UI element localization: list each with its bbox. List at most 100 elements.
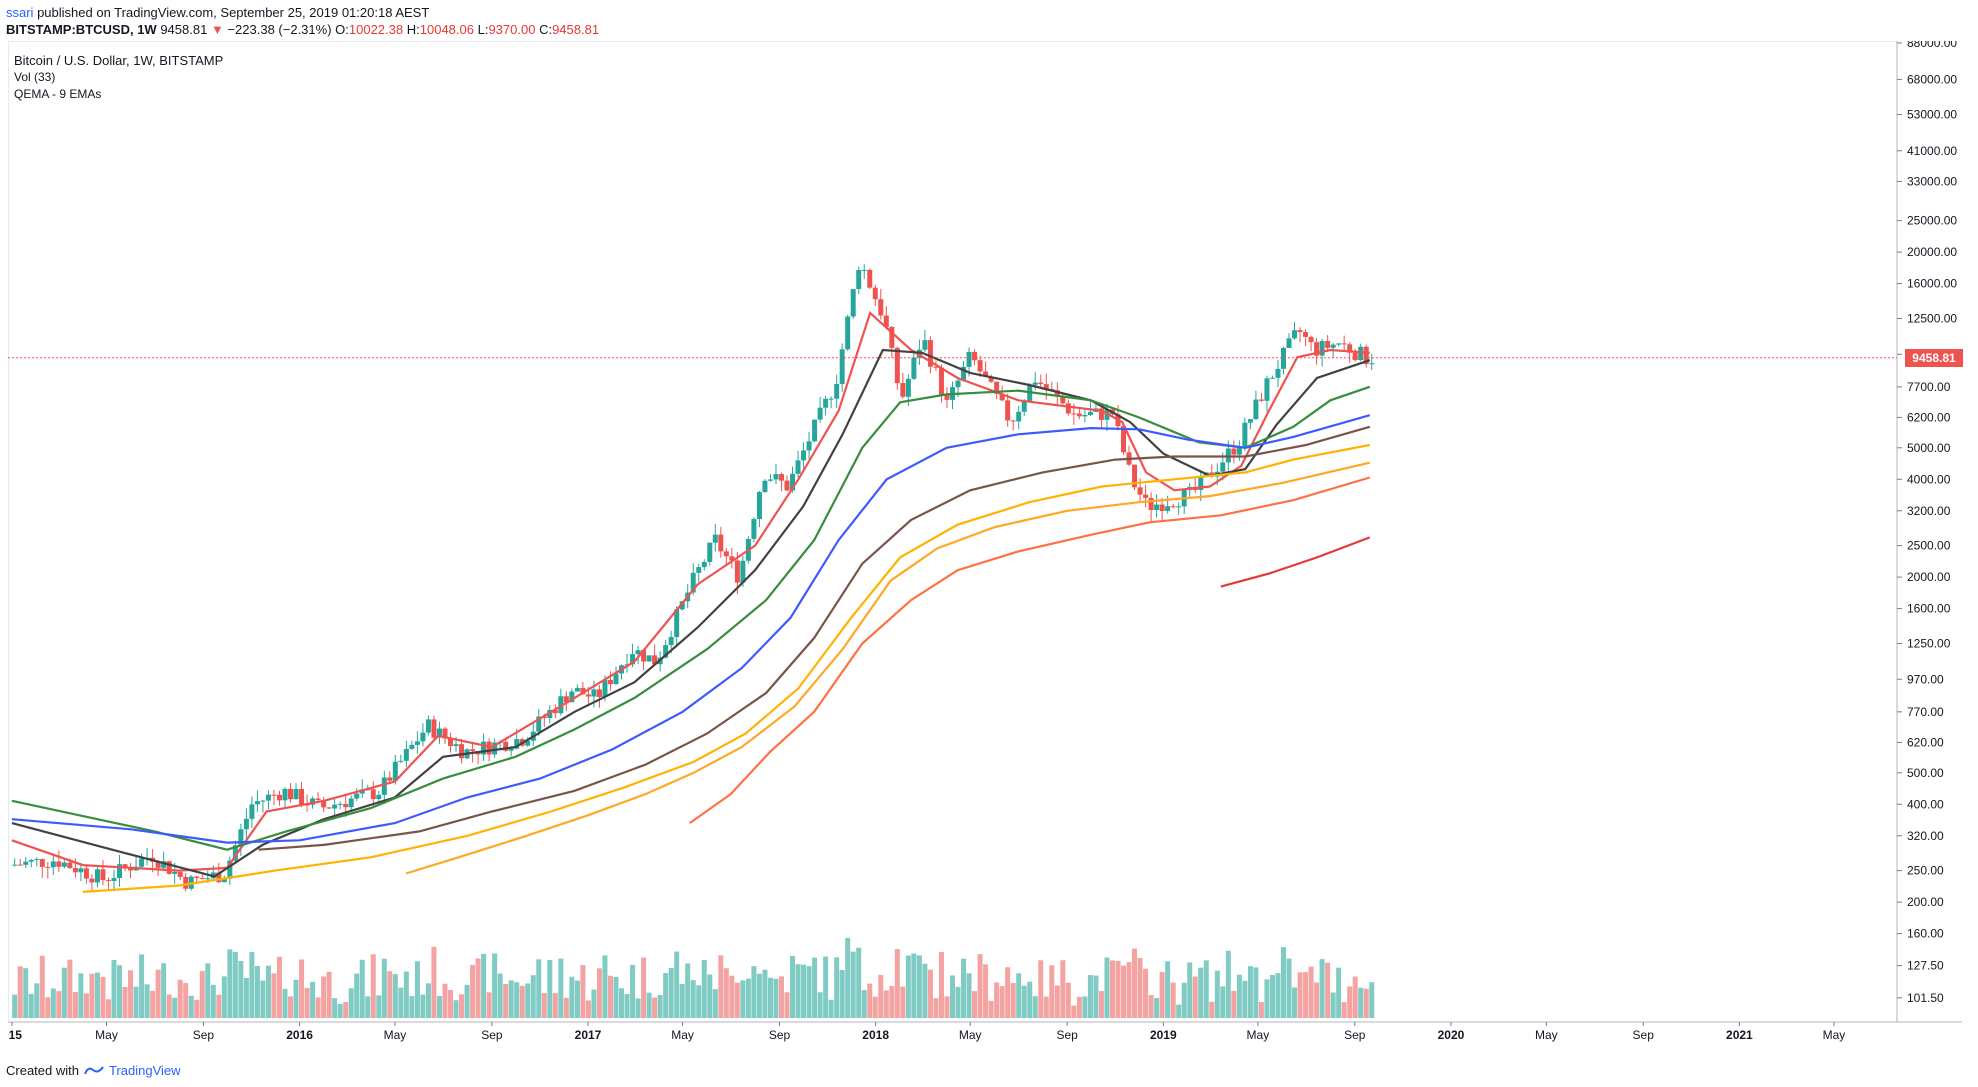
candle-body — [1352, 352, 1358, 361]
volume-bar — [1275, 973, 1281, 1018]
volume-bar — [580, 965, 586, 1018]
x-tick-label: 2017 — [575, 1028, 602, 1042]
ema-line — [82, 443, 1371, 893]
candle-body — [34, 859, 40, 861]
ema-line — [689, 476, 1371, 824]
volume-bar — [734, 982, 740, 1018]
candle-body — [641, 650, 647, 662]
volume-bar — [872, 996, 878, 1018]
volume-bar — [155, 969, 161, 1018]
candle-body — [398, 760, 404, 762]
volume-bar — [260, 980, 266, 1018]
volume-bar — [630, 964, 636, 1018]
candle-body — [845, 316, 851, 350]
x-tick-label: May — [1535, 1028, 1558, 1042]
volume-bar — [619, 988, 625, 1018]
candle-body — [1154, 504, 1160, 510]
symbol-label[interactable]: BITSTAMP:BTCUSD, 1W — [6, 22, 157, 37]
candle-body — [1043, 384, 1049, 390]
volume-bar — [503, 984, 509, 1018]
candle-body — [591, 689, 597, 697]
candle-body — [1292, 330, 1298, 339]
candle-body — [392, 761, 398, 781]
volume-bar — [1192, 976, 1198, 1018]
volume-bar — [944, 996, 950, 1018]
volume-bar — [387, 971, 393, 1018]
volume-bar — [569, 976, 575, 1018]
volume-bar — [1071, 1005, 1077, 1018]
candle-body — [1264, 378, 1270, 401]
volume-bar — [139, 954, 145, 1018]
tradingview-brand[interactable]: TradingView — [108, 1063, 181, 1078]
candle-body — [238, 829, 244, 846]
volume-bar — [1247, 966, 1253, 1018]
volume-bar — [707, 974, 713, 1018]
candle-body — [922, 340, 928, 350]
volume-bar — [652, 997, 658, 1018]
y-tick-label: 16000.00 — [1907, 277, 1957, 291]
volume-bar — [624, 994, 630, 1018]
volume-bar — [525, 983, 531, 1018]
candle-body — [403, 748, 409, 761]
last-price: 9458.81 — [160, 22, 208, 37]
x-tick-label: 2016 — [286, 1028, 313, 1042]
volume-bar — [1352, 976, 1358, 1018]
legend-volume[interactable]: Vol (33) — [14, 70, 56, 84]
candle-body — [690, 572, 696, 593]
candle-body — [420, 732, 426, 742]
candle-body — [983, 371, 989, 377]
volume-bar — [1154, 998, 1160, 1018]
volume-bar — [1319, 959, 1325, 1018]
volume-bar — [348, 988, 354, 1018]
candle-body — [696, 567, 702, 573]
y-tick-label: 5000.00 — [1907, 441, 1951, 455]
candle-body — [723, 551, 729, 557]
candle-body — [850, 289, 856, 317]
volume-bar — [359, 959, 365, 1018]
legend-title[interactable]: Bitcoin / U.S. Dollar, 1W, BITSTAMP — [14, 53, 224, 68]
volume-bar — [448, 989, 454, 1018]
volume-bar — [150, 990, 156, 1018]
candle-body — [1076, 413, 1082, 417]
volume-bar — [1330, 992, 1336, 1018]
volume-bar — [1087, 975, 1093, 1018]
volume-bar — [905, 955, 911, 1018]
volume-bar — [999, 986, 1005, 1018]
candle-body — [111, 878, 117, 881]
legend-qema[interactable]: QEMA - 9 EMAs — [14, 87, 102, 101]
high-label: H: — [406, 22, 420, 37]
candle-body — [354, 793, 360, 799]
volume-bar — [806, 966, 812, 1018]
x-tick-label: Sep — [481, 1028, 503, 1042]
candle-body — [938, 367, 944, 396]
candle-body — [955, 380, 961, 388]
candle-body — [1325, 340, 1331, 348]
volume-bar — [596, 968, 602, 1018]
volume-bar — [481, 953, 487, 1018]
volume-bar — [254, 965, 260, 1018]
candle-body — [481, 741, 487, 755]
volume-bar — [431, 946, 437, 1018]
volume-bar — [729, 975, 735, 1018]
publisher-username[interactable]: ssari — [6, 5, 34, 20]
volume-bar — [1198, 967, 1204, 1018]
candle-body — [414, 741, 420, 745]
candle-body — [872, 287, 878, 300]
symbol-info-line: BITSTAMP:BTCUSD, 1W 9458.81 ▼ −223.38 (−… — [6, 22, 599, 38]
price-chart[interactable]: 88000.00 68000.00 53000.00 41000.00 33000.00… — [8, 41, 1970, 1051]
volume-bar — [784, 992, 790, 1018]
volume-bar — [1225, 950, 1231, 1018]
volume-bar — [1303, 972, 1309, 1018]
volume-bar — [514, 982, 520, 1018]
y-tick-label: 160.00 — [1907, 927, 1944, 941]
volume-bar — [216, 994, 222, 1018]
volume-bar — [718, 955, 724, 1018]
candle-body — [630, 654, 636, 665]
volume-bar — [1269, 974, 1275, 1018]
candle-body — [966, 351, 972, 367]
volume-bar — [541, 993, 547, 1018]
volume-bar — [674, 951, 680, 1018]
y-tick-label: 200.00 — [1907, 895, 1944, 909]
volume-bar — [916, 955, 922, 1018]
candle-body — [448, 738, 454, 747]
